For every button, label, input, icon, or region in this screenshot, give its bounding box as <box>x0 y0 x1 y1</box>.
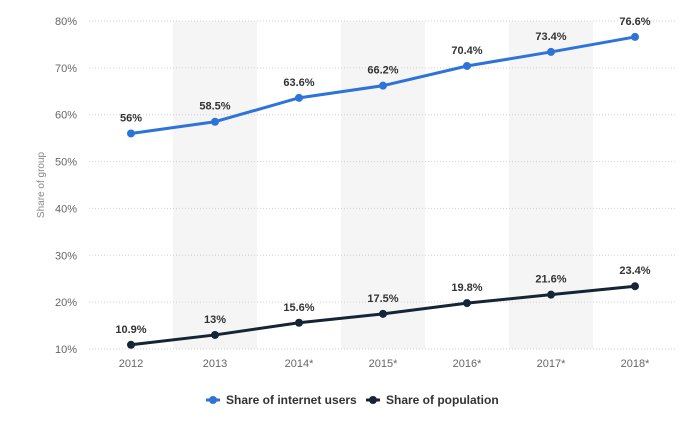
data-label: 23.4% <box>619 265 650 277</box>
data-point <box>547 47 555 56</box>
data-label: 21.6% <box>535 274 566 286</box>
x-tick-label: 2017* <box>537 358 566 370</box>
data-point <box>379 81 387 90</box>
data-label: 76.6% <box>619 16 650 28</box>
data-point <box>463 61 471 70</box>
grid-lines <box>89 20 677 350</box>
legend[interactable]: Share of internet users Share of populati… <box>206 393 499 407</box>
data-label: 56% <box>120 112 142 124</box>
data-point <box>295 93 303 102</box>
x-tick-label: 2015* <box>369 358 398 370</box>
x-tick-label: 2016* <box>453 358 482 370</box>
y-axis-tick-labels: 10% 20% 30% 40% 50% 60% 70% 80% <box>55 16 77 356</box>
legend-item-label[interactable]: Share of internet users <box>226 393 357 407</box>
x-tick-label: 2014* <box>285 358 314 370</box>
data-point <box>631 282 639 291</box>
data-label: 58.5% <box>199 101 230 113</box>
data-point <box>211 117 219 126</box>
data-point <box>547 290 555 299</box>
y-tick-label: 80% <box>55 16 77 28</box>
data-label: 17.5% <box>367 293 398 305</box>
data-label: 63.6% <box>283 77 314 89</box>
data-label: 10.9% <box>115 324 146 336</box>
y-tick-label: 50% <box>55 157 77 169</box>
data-point <box>127 129 135 138</box>
series-lines <box>127 32 639 349</box>
data-label: 13% <box>204 314 226 326</box>
legend-swatch-marker <box>209 396 217 404</box>
data-point <box>211 330 219 339</box>
x-axis-tick-labels: 2012 2013 2014* 2015* 2016* 2017* 2018* <box>119 358 650 370</box>
y-tick-label: 10% <box>55 344 77 356</box>
y-axis-label: Share of group <box>36 151 47 218</box>
background-band <box>509 21 593 349</box>
legend-item-label[interactable]: Share of population <box>386 393 499 407</box>
data-label: 66.2% <box>367 65 398 77</box>
y-tick-label: 70% <box>55 63 77 75</box>
data-point <box>631 32 639 41</box>
y-tick-label: 60% <box>55 110 77 122</box>
data-label: 19.8% <box>451 282 482 294</box>
x-tick-label: 2012 <box>119 358 143 370</box>
data-label: 70.4% <box>451 45 482 57</box>
x-tick-label: 2013 <box>203 358 227 370</box>
background-band <box>173 21 257 349</box>
y-tick-label: 40% <box>55 203 77 215</box>
alternating-bands <box>173 21 593 349</box>
background-band <box>341 21 425 349</box>
data-label: 73.4% <box>535 31 566 43</box>
y-tick-label: 30% <box>55 250 77 262</box>
data-point <box>463 299 471 308</box>
x-tick-label: 2018* <box>621 358 650 370</box>
legend-swatch-marker <box>369 396 377 404</box>
data-point <box>127 340 135 349</box>
data-labels: 56% 58.5% 63.6% 66.2% 70.4% 73.4% 76.6% 10.9% 13… <box>115 16 650 336</box>
data-point <box>379 309 387 318</box>
y-tick-label: 20% <box>55 297 77 309</box>
data-label: 15.6% <box>283 302 314 314</box>
data-point <box>295 318 303 327</box>
